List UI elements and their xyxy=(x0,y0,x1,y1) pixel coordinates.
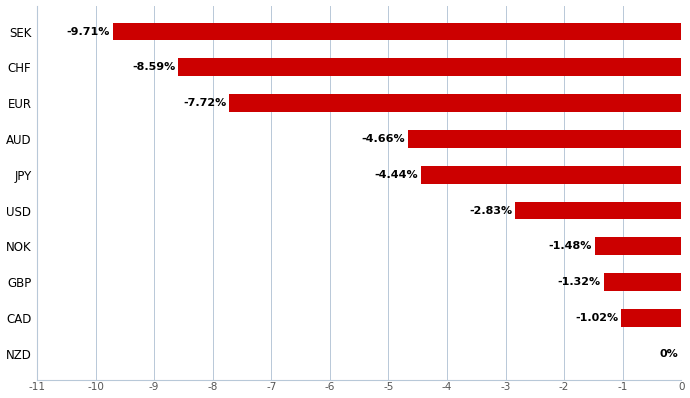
Bar xyxy=(421,166,681,183)
Text: -8.59%: -8.59% xyxy=(132,62,175,72)
Bar xyxy=(595,237,681,255)
Text: -4.44%: -4.44% xyxy=(375,170,418,180)
Text: -1.48%: -1.48% xyxy=(549,241,591,251)
Bar xyxy=(622,309,681,327)
Bar xyxy=(229,94,681,112)
Bar xyxy=(604,273,681,291)
Bar xyxy=(112,23,681,41)
Text: -4.66%: -4.66% xyxy=(362,134,405,144)
Text: -9.71%: -9.71% xyxy=(66,27,110,37)
Bar xyxy=(408,130,681,148)
Text: -1.02%: -1.02% xyxy=(575,313,618,323)
Bar xyxy=(178,59,681,76)
Text: -7.72%: -7.72% xyxy=(183,98,226,108)
Text: -1.32%: -1.32% xyxy=(558,277,601,287)
Text: -2.83%: -2.83% xyxy=(469,205,513,215)
Bar xyxy=(515,201,681,219)
Text: 0%: 0% xyxy=(660,349,678,359)
